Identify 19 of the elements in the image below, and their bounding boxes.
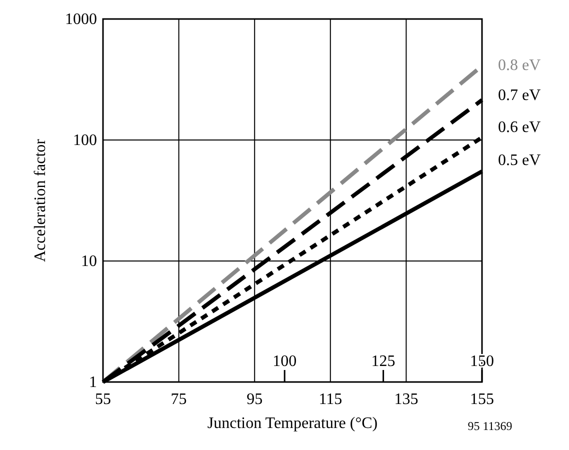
x-tick-label: 115 — [318, 391, 342, 408]
x-tick-label: 55 — [95, 391, 111, 408]
series-label: 0.6 eV — [498, 119, 542, 136]
y-tick-label: 1 — [89, 374, 97, 391]
y-tick-label: 1000 — [65, 11, 97, 28]
y-axis-title: Acceleration factor — [32, 138, 49, 262]
x2-tick-label: 100 — [272, 353, 297, 370]
x-tick-label: 155 — [470, 391, 494, 408]
text: 95 11369 — [468, 419, 512, 433]
y-tick-label: 10 — [81, 253, 97, 270]
x-axis-title: Junction Temperature (°C) — [207, 415, 378, 432]
y-tick-label: 100 — [73, 132, 97, 149]
x-tick-label: 75 — [170, 391, 187, 408]
series-label: 0.7 eV — [498, 87, 542, 104]
x-tick-label: 135 — [394, 391, 418, 408]
x2-tick-label: 125 — [371, 353, 396, 370]
series-label: 0.8 eV — [498, 57, 542, 74]
x-tick-label: 95 — [246, 391, 263, 408]
series-label: 0.5 eV — [498, 152, 542, 169]
